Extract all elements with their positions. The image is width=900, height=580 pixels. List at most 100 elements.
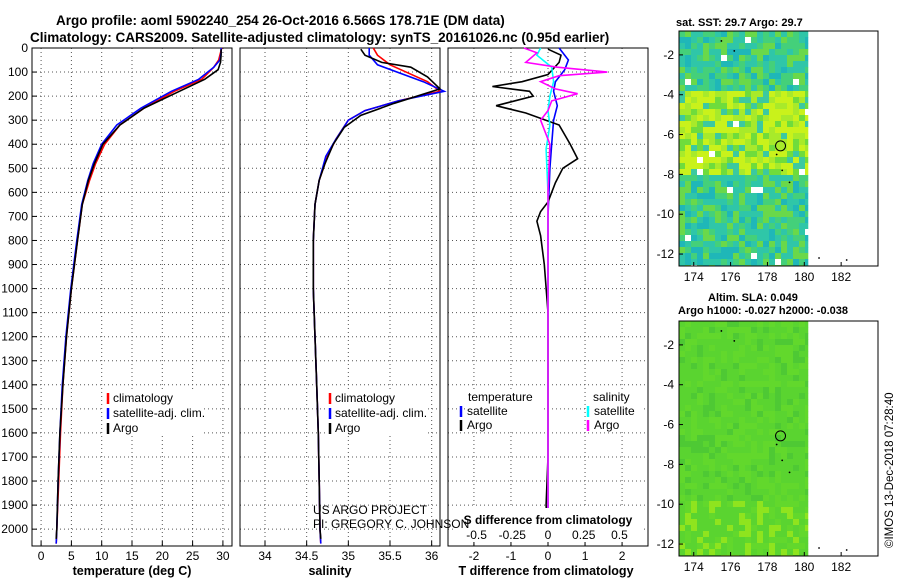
- map-cell: [703, 333, 710, 340]
- map-cell: [745, 229, 752, 236]
- map-cell: [799, 259, 806, 266]
- map-cell: [805, 91, 809, 98]
- map-cell: [757, 157, 764, 164]
- map-cell: [721, 471, 728, 478]
- map-cell: [733, 387, 740, 394]
- map-cell: [781, 241, 788, 248]
- map-cell: [763, 37, 770, 44]
- map-cell: [709, 169, 716, 176]
- map-field: [679, 31, 809, 267]
- map-cell: [781, 531, 788, 538]
- map-cell: [685, 79, 692, 86]
- map-cell: [781, 61, 788, 68]
- map-cell: [703, 399, 710, 406]
- map-cell: [781, 73, 788, 80]
- map-cell: [733, 79, 740, 86]
- map-cell: [745, 217, 752, 224]
- map-cell: [763, 357, 770, 364]
- map-cell: [697, 435, 704, 442]
- map-cell: [709, 411, 716, 418]
- map-cell: [757, 387, 764, 394]
- map-cell: [793, 85, 800, 92]
- map-cell: [709, 465, 716, 472]
- map-cell: [793, 103, 800, 110]
- map-cell: [787, 205, 794, 212]
- map-cell: [751, 241, 758, 248]
- map-cell: [763, 405, 770, 412]
- map-cell: [799, 417, 806, 424]
- map-cell: [769, 543, 776, 550]
- map-cell: [715, 477, 722, 484]
- map-cell: [679, 91, 686, 98]
- map-cell: [727, 67, 734, 74]
- map-cell: [727, 223, 734, 230]
- map-cell: [721, 85, 728, 92]
- map-cell: [787, 369, 794, 376]
- map-cell: [757, 369, 764, 376]
- map-cell: [715, 121, 722, 128]
- map-cell: [703, 115, 710, 122]
- map-cell: [721, 393, 728, 400]
- map-cell: [763, 375, 770, 382]
- map-cell: [769, 351, 776, 358]
- map-cell: [805, 175, 809, 182]
- map-cell: [799, 513, 806, 520]
- map-cell: [733, 321, 740, 328]
- map-cell: [781, 495, 788, 502]
- map-cell: [799, 199, 806, 206]
- legend-backdrop: [326, 407, 426, 421]
- map-cell: [763, 549, 770, 556]
- map-cell: [739, 151, 746, 158]
- map-cell: [721, 163, 728, 170]
- map-cell: [787, 169, 794, 176]
- map-cell: [739, 387, 746, 394]
- map-cell: [727, 31, 734, 38]
- map-cell: [769, 85, 776, 92]
- map-cell: [751, 495, 758, 502]
- map-cell: [751, 151, 758, 158]
- map-cell: [751, 163, 758, 170]
- map-cell: [685, 157, 692, 164]
- map-cell: [685, 103, 692, 110]
- map-cell: [751, 411, 758, 418]
- y-tick-label: 1400: [1, 378, 28, 392]
- map-cell: [763, 151, 770, 158]
- map-cell: [751, 513, 758, 520]
- map-cell: [745, 351, 752, 358]
- map-cell: [781, 133, 788, 140]
- map-cell: [793, 345, 800, 352]
- map-cell: [733, 187, 740, 194]
- map-cell: [715, 459, 722, 466]
- map-cell: [769, 429, 776, 436]
- map-cell: [697, 43, 704, 50]
- map-cell: [685, 447, 692, 454]
- map-cell: [709, 489, 716, 496]
- map-cell: [739, 139, 746, 146]
- map-cell: [733, 259, 740, 266]
- map-cell: [805, 537, 809, 544]
- map-cell: [805, 247, 809, 254]
- map-cell: [733, 519, 740, 526]
- map-cell: [697, 321, 704, 328]
- map-cell: [745, 49, 752, 56]
- map-cell: [745, 519, 752, 526]
- map-cell: [799, 73, 806, 80]
- map-cell: [775, 423, 782, 430]
- map-cell: [721, 127, 728, 134]
- map-cell: [769, 145, 776, 152]
- map-y-tick-label: -4: [663, 88, 674, 102]
- map-cell: [775, 43, 782, 50]
- map-cell: [745, 175, 752, 182]
- map-cell: [739, 513, 746, 520]
- map-cell: [679, 97, 686, 104]
- map-cell: [757, 55, 764, 62]
- map-cell: [679, 85, 686, 92]
- map-cell: [793, 253, 800, 260]
- map-cell: [691, 145, 698, 152]
- map-cell: [715, 357, 722, 364]
- map-cell: [679, 79, 686, 86]
- map-cell: [751, 363, 758, 370]
- map-cell: [781, 417, 788, 424]
- map-cell: [739, 441, 746, 448]
